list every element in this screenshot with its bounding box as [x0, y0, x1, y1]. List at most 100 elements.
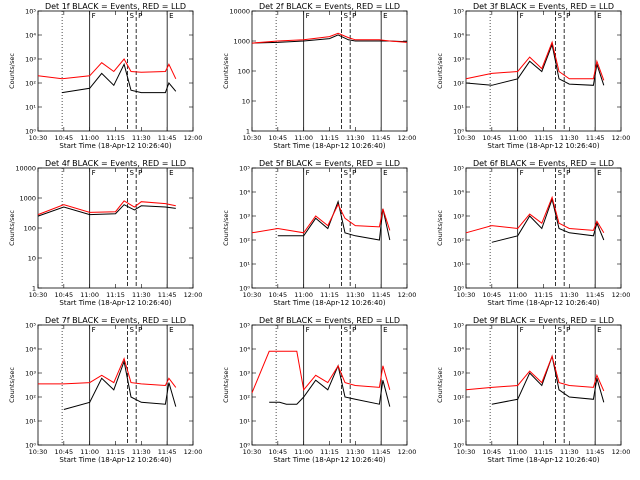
- marker-label-p: P: [566, 169, 570, 177]
- marker-label-p: P: [138, 169, 142, 177]
- y-tick-label: 10⁴: [239, 345, 250, 353]
- x-tick-label: 11:00: [80, 134, 99, 142]
- series-line-events: [62, 62, 177, 94]
- marker-label-s: S: [344, 169, 349, 177]
- marker-label-s: S: [344, 326, 349, 334]
- x-tick-label: 12:00: [398, 134, 417, 142]
- y-tick-label: 10¹: [239, 417, 250, 425]
- marker-label-p: P: [566, 12, 570, 20]
- detector-panel: Det 4f BLACK = Events, RED = LLD 1 10 100 10…: [8, 159, 202, 307]
- x-tick-label: 11:00: [508, 448, 527, 456]
- marker-label-e: E: [169, 169, 173, 177]
- x-tick-label: 12:00: [612, 291, 631, 299]
- x-tick-label: 11:00: [294, 134, 313, 142]
- series-line-lld: [251, 203, 391, 234]
- x-tick-label: 11:45: [372, 291, 391, 299]
- detector-panel: Det 2f BLACK = Events, RED = LLD 1 10 100 10…: [222, 2, 416, 150]
- marker-label-f: F: [520, 326, 524, 334]
- y-tick-label: 10⁴: [25, 345, 36, 353]
- y-tick-label: 10⁴: [25, 31, 36, 39]
- y-tick-label: 100: [24, 224, 36, 232]
- y-tick-label: 1000: [233, 37, 250, 45]
- detector-panel: Det 7f BLACK = Events, RED = LLD 10⁰ 10¹ 10…: [8, 316, 202, 464]
- x-tick-label: 11:45: [372, 134, 391, 142]
- marker-label-p: P: [138, 12, 142, 20]
- detector-panel: Det 9f BLACK = Events, RED = LLD 10⁰ 10¹ 10…: [436, 316, 630, 464]
- y-tick-label: 10³: [453, 212, 464, 220]
- x-tick-label: 10:45: [268, 448, 287, 456]
- x-tick-label: 11:45: [586, 448, 605, 456]
- y-tick-label: 1000: [19, 194, 36, 202]
- series-line-events: [491, 197, 605, 243]
- marker-label-f: F: [306, 326, 310, 334]
- marker-label-f: F: [92, 326, 96, 334]
- x-tick-label: 10:45: [482, 448, 501, 456]
- marker-label-s: S: [130, 326, 135, 334]
- y-tick-label: 10³: [239, 212, 250, 220]
- marker-label-p: P: [352, 12, 356, 20]
- marker-label-f: F: [92, 12, 96, 20]
- x-axis-label: Start Time (18-Apr-12 10:26:40): [59, 299, 171, 307]
- x-tick-label: 10:45: [54, 291, 73, 299]
- y-tick-label: 10000: [229, 7, 250, 15]
- y-tick-label: 10¹: [453, 103, 464, 111]
- panel-title: Det 4f BLACK = Events, RED = LLD: [45, 159, 186, 168]
- x-tick-label: 11:00: [294, 291, 313, 299]
- panel-title: Det 9f BLACK = Events, RED = LLD: [473, 316, 614, 325]
- x-axis-label: Start Time (18-Apr-12 10:26:40): [487, 299, 599, 307]
- panel-title: Det 5f BLACK = Events, RED = LLD: [259, 159, 400, 168]
- x-tick-label: 11:15: [320, 134, 339, 142]
- marker-label-s: S: [130, 169, 135, 177]
- marker-label-e: E: [169, 12, 173, 20]
- plot-frame: [251, 167, 408, 289]
- marker-label-e: E: [169, 326, 173, 334]
- x-tick-label: 12:00: [398, 448, 417, 456]
- x-tick-label: 11:45: [372, 448, 391, 456]
- x-axis-label: Start Time (18-Apr-12 10:26:40): [273, 299, 385, 307]
- y-axis-label: Counts/sec: [8, 367, 16, 403]
- series-line-lld: [37, 58, 177, 80]
- x-tick-label: 11:15: [320, 448, 339, 456]
- x-tick-label: 11:15: [106, 291, 125, 299]
- x-tick-label: 12:00: [184, 291, 203, 299]
- y-tick-label: 10¹: [25, 103, 36, 111]
- x-axis-label: Start Time (18-Apr-12 10:26:40): [273, 456, 385, 464]
- x-tick-label: 11:45: [586, 291, 605, 299]
- y-tick-label: 10³: [453, 369, 464, 377]
- series-line-events: [37, 204, 176, 217]
- y-tick-label: 10⁵: [239, 321, 250, 329]
- y-tick-label: 10³: [239, 369, 250, 377]
- x-tick-label: 10:45: [268, 291, 287, 299]
- marker-label-e: E: [597, 169, 601, 177]
- plot-frame: [465, 10, 622, 132]
- y-tick-label: 10²: [239, 393, 250, 401]
- y-tick-label: 10⁴: [453, 31, 464, 39]
- x-axis-label: Start Time (18-Apr-12 10:26:40): [487, 456, 599, 464]
- panel-title: Det 6f BLACK = Events, RED = LLD: [473, 159, 614, 168]
- y-tick-label: 10²: [239, 236, 250, 244]
- x-tick-label: 11:15: [534, 448, 553, 456]
- series-line-lld: [251, 32, 408, 44]
- y-tick-label: 10⁰: [25, 441, 36, 449]
- y-tick-label: 10: [242, 97, 250, 105]
- x-tick-label: 11:30: [132, 291, 151, 299]
- x-tick-label: 11:00: [508, 291, 527, 299]
- x-axis-label: Start Time (18-Apr-12 10:26:40): [59, 456, 171, 464]
- y-tick-label: 10000: [15, 164, 36, 172]
- detector-panel: Det 3f BLACK = Events, RED = LLD 10⁰ 10¹ 10…: [436, 2, 630, 150]
- y-tick-label: 10⁵: [239, 164, 250, 172]
- x-tick-label: 10:45: [268, 134, 287, 142]
- marker-label-s: S: [558, 326, 563, 334]
- marker-label-e: E: [383, 12, 387, 20]
- marker-label-e: E: [383, 169, 387, 177]
- x-tick-label: 11:00: [508, 134, 527, 142]
- marker-label-f: F: [520, 12, 524, 20]
- marker-label-s: S: [130, 12, 135, 20]
- y-tick-label: 10⁵: [25, 321, 36, 329]
- series-line-events: [63, 359, 177, 410]
- x-tick-label: 11:30: [560, 134, 579, 142]
- x-tick-label: 11:30: [346, 448, 365, 456]
- x-tick-label: 11:45: [158, 134, 177, 142]
- y-tick-label: 10⁰: [239, 284, 250, 292]
